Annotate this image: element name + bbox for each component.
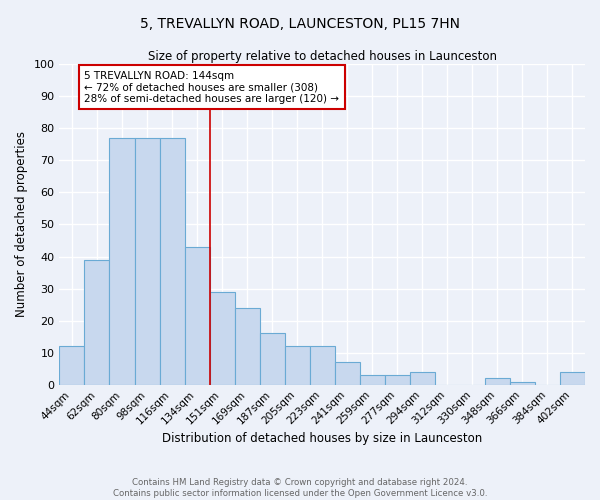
Bar [284,346,310,385]
Bar [185,247,209,384]
Bar [310,346,335,385]
Bar [385,375,410,384]
Bar [335,362,360,384]
Bar [59,346,85,385]
Y-axis label: Number of detached properties: Number of detached properties [15,132,28,318]
Title: Size of property relative to detached houses in Launceston: Size of property relative to detached ho… [148,50,497,63]
Text: 5 TREVALLYN ROAD: 144sqm
← 72% of detached houses are smaller (308)
28% of semi-: 5 TREVALLYN ROAD: 144sqm ← 72% of detach… [85,70,340,104]
Bar [209,292,235,384]
Bar [360,375,385,384]
Text: Contains HM Land Registry data © Crown copyright and database right 2024.
Contai: Contains HM Land Registry data © Crown c… [113,478,487,498]
Text: 5, TREVALLYN ROAD, LAUNCESTON, PL15 7HN: 5, TREVALLYN ROAD, LAUNCESTON, PL15 7HN [140,18,460,32]
Bar [560,372,585,384]
Bar [485,378,510,384]
Bar [160,138,185,384]
Bar [109,138,134,384]
Bar [235,308,260,384]
Bar [85,260,109,384]
Bar [410,372,435,384]
Bar [510,382,535,384]
Bar [134,138,160,384]
Bar [260,334,284,384]
X-axis label: Distribution of detached houses by size in Launceston: Distribution of detached houses by size … [162,432,482,445]
